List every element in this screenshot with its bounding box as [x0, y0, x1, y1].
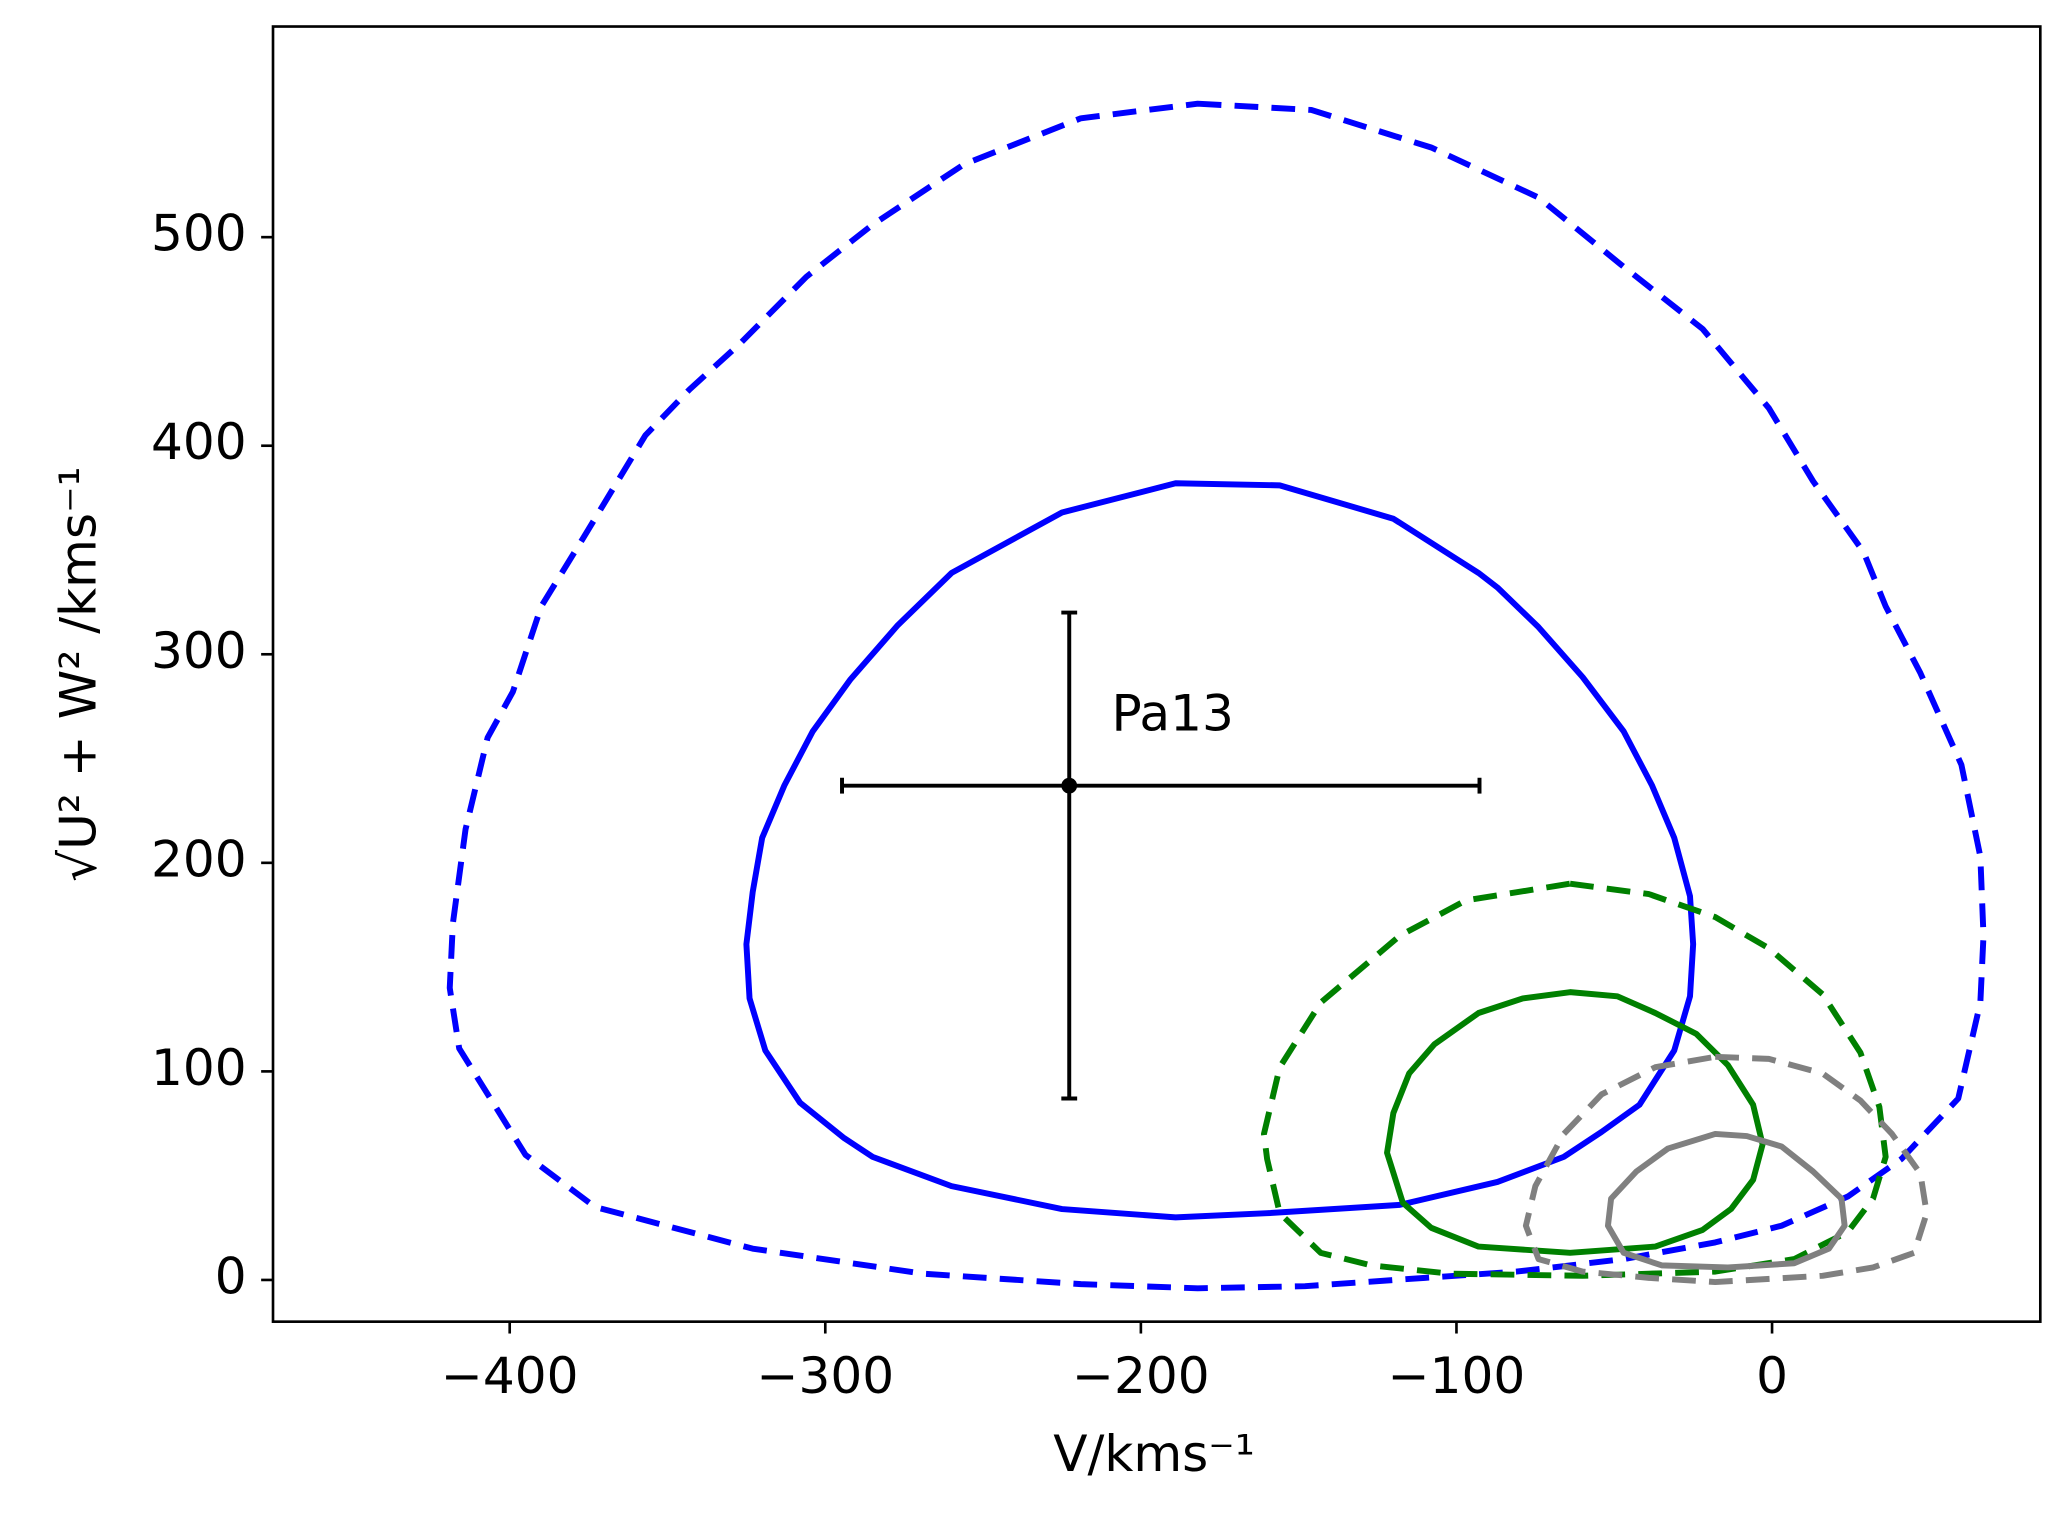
annotation: Pa13	[1111, 684, 1233, 743]
y-tick-label: 400	[151, 412, 247, 471]
y-tick-label: 0	[215, 1246, 247, 1305]
contour-line	[1384, 989, 1766, 1256]
y-tick-label: 100	[151, 1038, 247, 1097]
contour-line	[1260, 880, 1889, 1279]
y-tick-label: 500	[151, 204, 247, 263]
data-point	[1061, 777, 1078, 794]
x-axis-label: V/kms⁻¹	[1053, 1424, 1255, 1483]
contour-line	[1604, 1130, 1848, 1271]
y-tick-label: 300	[151, 621, 247, 680]
contour-line	[1522, 1053, 1930, 1286]
y-tick-label: 200	[151, 829, 247, 888]
x-tick-label: −400	[441, 1346, 579, 1405]
x-tick-label: −300	[756, 1346, 894, 1405]
contour-line	[743, 480, 1697, 1221]
x-tick-label: 0	[1756, 1346, 1788, 1405]
x-tick-label: −100	[1388, 1346, 1526, 1405]
x-tick-label: −200	[1072, 1346, 1210, 1405]
y-axis-label: √U² + W² /kms⁻¹	[48, 466, 107, 881]
plot-frame	[271, 25, 2042, 1323]
